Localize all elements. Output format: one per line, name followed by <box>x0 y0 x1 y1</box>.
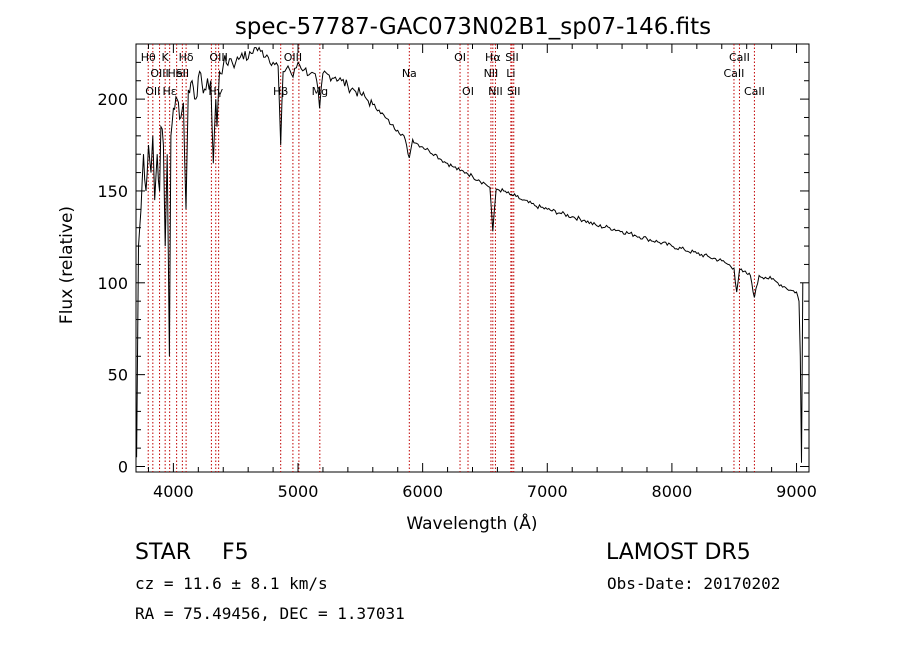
spectral-line-label: OI <box>454 51 466 64</box>
plot-frame <box>135 43 810 473</box>
y-tick-label: 200 <box>97 90 128 109</box>
survey-name: LAMOST DR5 <box>606 540 751 565</box>
spectral-line-label: OIII <box>209 51 227 64</box>
spectral-line-labels: HθOIIOIIIKHεHeISIIHδHγOIIIHβOIIIMgNaOIOI… <box>141 51 765 98</box>
chart-title: spec-57787-GAC073N02B1_sp07-146.fits <box>235 14 711 40</box>
spectral-line-label: Hδ <box>179 51 194 64</box>
spectral-line-label: OII <box>145 85 160 98</box>
spectral-line-label: NII <box>484 67 499 80</box>
x-tick-label: 5000 <box>278 482 319 501</box>
spectral-line-label: Hθ <box>141 51 156 64</box>
spectral-line-label: Li <box>506 67 515 80</box>
y-tick-label: 100 <box>97 274 128 293</box>
spectrum-line <box>136 46 804 463</box>
x-tick-label: 9000 <box>776 482 817 501</box>
spectral-line-label: K <box>162 51 170 64</box>
x-axis: 4000 5000 6000 7000 8000 9000 <box>147 44 817 501</box>
x-axis-label: Wavelength (Å) <box>406 512 537 534</box>
spectral-line-label: Hγ <box>208 85 223 98</box>
y-tick-label: 0 <box>118 457 128 476</box>
spectral-line-label: Hβ <box>273 85 288 98</box>
x-tick-label: 8000 <box>652 482 693 501</box>
spectral-line-label: OI <box>462 85 474 98</box>
object-class: STAR <box>135 540 192 565</box>
spectral-line-markers <box>147 44 755 472</box>
spectral-line-label: CaII <box>744 85 765 98</box>
spectral-line-label: Hα <box>485 51 501 64</box>
spectral-line-label: OIII <box>150 67 168 80</box>
spectral-line-label: NII <box>488 85 503 98</box>
spectral-line-label: Hε <box>163 85 177 98</box>
y-tick-label: 50 <box>108 366 128 385</box>
spectral-line-label: HeI <box>167 67 185 80</box>
y-axis-label: Flux (relative) <box>57 206 77 324</box>
spectral-line-label: CaII <box>724 67 745 80</box>
y-axis: 0 50 100 150 200 <box>97 61 809 476</box>
spectral-line-label: Mg <box>312 85 328 98</box>
spectral-line-label: SII <box>505 51 518 64</box>
spectral-line-label: SII <box>507 85 520 98</box>
y-tick-label: 150 <box>97 182 128 201</box>
spectral-line-label: OIII <box>284 51 302 64</box>
object-subclass: F5 <box>222 540 249 565</box>
redshift-text: cz = 11.6 ± 8.1 km/s <box>135 574 328 593</box>
spectral-line-label: Na <box>402 67 417 80</box>
spectral-line-label: SII <box>176 67 189 80</box>
coordinates-text: RA = 75.49456, DEC = 1.37031 <box>135 604 405 623</box>
spectral-line-label: CaII <box>729 51 750 64</box>
obs-date-text: Obs-Date: 20170202 <box>607 574 781 593</box>
x-tick-label: 7000 <box>527 482 568 501</box>
x-tick-label: 6000 <box>402 482 443 501</box>
x-tick-label: 4000 <box>153 482 194 501</box>
